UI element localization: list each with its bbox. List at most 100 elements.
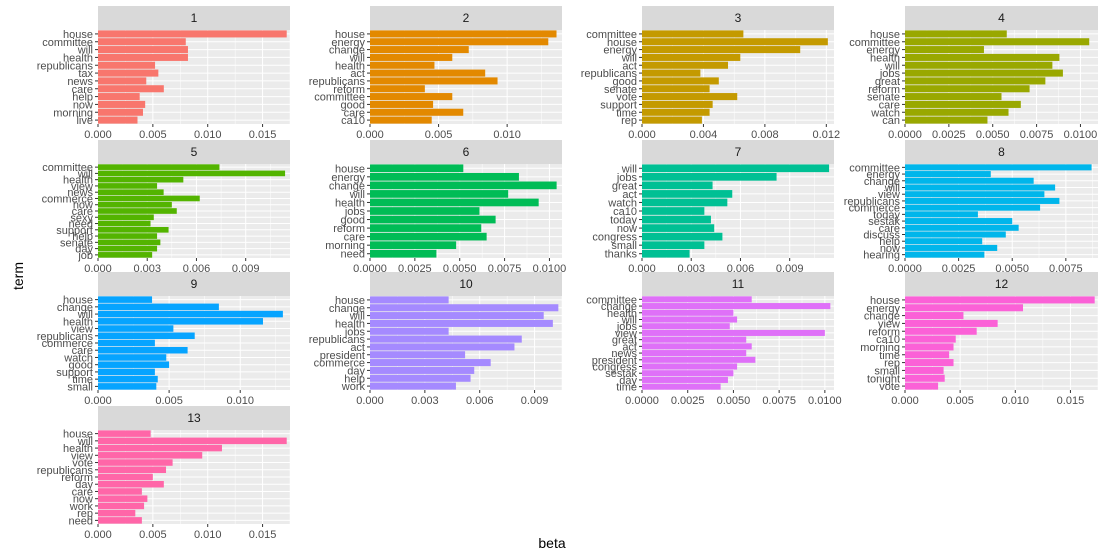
bar-will bbox=[370, 190, 509, 198]
bar-act bbox=[370, 69, 486, 77]
bar-change bbox=[98, 303, 219, 311]
bar-care bbox=[98, 346, 188, 354]
bar-sestak bbox=[905, 218, 1013, 225]
bar-good bbox=[642, 77, 719, 85]
y-tick-label: now bbox=[73, 200, 93, 212]
y-tick-label: act bbox=[622, 60, 637, 72]
y-tick-label: view bbox=[615, 328, 637, 340]
y-tick-label: care bbox=[344, 107, 365, 119]
x-tick-label: 0.000 bbox=[84, 529, 112, 541]
y-tick-label: act bbox=[622, 341, 637, 353]
facet-strip bbox=[98, 272, 290, 296]
bar-senate bbox=[98, 239, 161, 246]
bar-committee bbox=[642, 296, 752, 303]
y-tick-label: will bbox=[349, 52, 365, 64]
facet-strip bbox=[905, 272, 1098, 296]
bar-committee bbox=[905, 38, 1090, 46]
y-tick-label: news bbox=[67, 76, 93, 88]
bar-president bbox=[642, 356, 756, 363]
bar-reform bbox=[98, 473, 153, 481]
facet-strip bbox=[98, 6, 290, 30]
y-tick-label: sestak bbox=[605, 368, 637, 380]
bar-small bbox=[905, 366, 944, 374]
panel-background bbox=[370, 296, 562, 390]
bar-house bbox=[905, 296, 1095, 304]
bar-house bbox=[370, 296, 449, 304]
y-tick-label: commerce bbox=[42, 338, 93, 350]
bar-rep bbox=[642, 116, 702, 124]
x-tick-label: 0.0000 bbox=[888, 129, 922, 141]
y-tick-label: can bbox=[882, 115, 900, 127]
y-tick-label: republicans bbox=[37, 331, 94, 343]
bar-job bbox=[98, 252, 153, 258]
x-tick-label: 0.000 bbox=[356, 395, 384, 407]
facet-strip-label: 4 bbox=[998, 11, 1005, 25]
x-tick-label: 0.004 bbox=[690, 129, 718, 141]
y-tick-label: rep bbox=[621, 115, 637, 127]
facet-strip-label: 7 bbox=[735, 145, 742, 159]
x-tick-label: 0.000 bbox=[891, 395, 919, 407]
bar-will bbox=[370, 53, 453, 61]
x-tick-label: 0.010 bbox=[226, 395, 254, 407]
bar-health bbox=[98, 318, 263, 325]
y-tick-label: good bbox=[69, 360, 93, 372]
x-tick-label: 0.015 bbox=[1057, 395, 1085, 407]
y-tick-label: change bbox=[864, 311, 900, 323]
x-tick-label: 0.010 bbox=[194, 129, 222, 141]
y-tick-label: day bbox=[75, 479, 93, 491]
y-tick-label: morning bbox=[860, 342, 900, 354]
y-tick-label: rep bbox=[77, 508, 93, 520]
bar-will bbox=[642, 164, 830, 173]
facet-panel-11: 11 0.0000 0.0025 0.0050 0.0075 0.0100 committe… bbox=[586, 272, 842, 407]
facet-strip bbox=[642, 140, 834, 164]
y-tick-label: great bbox=[612, 180, 637, 192]
y-tick-label: committee bbox=[586, 29, 637, 41]
y-tick-label: care bbox=[72, 84, 93, 96]
y-tick-label: committee bbox=[849, 37, 900, 49]
x-tick-label: 0.0100 bbox=[1064, 129, 1098, 141]
y-tick-label: day bbox=[619, 375, 637, 387]
bar-will bbox=[98, 170, 286, 177]
y-tick-label: energy bbox=[866, 303, 900, 315]
bar-will bbox=[98, 46, 188, 54]
bar-will bbox=[98, 437, 287, 445]
y-tick-label: health bbox=[335, 60, 365, 72]
bar-congress bbox=[642, 232, 723, 241]
y-tick-label: reform bbox=[333, 84, 365, 96]
bar-work bbox=[98, 502, 145, 510]
bar-support bbox=[98, 226, 169, 233]
bar-great bbox=[642, 181, 713, 190]
x-tick-label: 0.0050 bbox=[717, 395, 751, 407]
y-tick-label: act bbox=[350, 342, 365, 354]
bar-energy bbox=[905, 304, 1024, 312]
x-axis-title: beta bbox=[538, 535, 566, 551]
bar-watch bbox=[905, 108, 1009, 116]
bar-will bbox=[905, 184, 1056, 191]
bar-care bbox=[370, 108, 464, 116]
y-tick-label: now bbox=[73, 494, 93, 506]
bar-sexy bbox=[98, 214, 154, 221]
y-tick-label: reform bbox=[868, 326, 900, 338]
x-tick-label: 0.0000 bbox=[625, 395, 659, 407]
facet-strip-label: 11 bbox=[732, 277, 745, 291]
bar-commerce bbox=[98, 195, 200, 202]
bar-watch bbox=[98, 354, 167, 361]
bar-watch bbox=[642, 198, 728, 207]
y-tick-label: will bbox=[77, 436, 93, 448]
y-tick-label: will bbox=[884, 60, 900, 72]
y-tick-label: tonight bbox=[867, 373, 900, 385]
y-tick-label: small bbox=[67, 381, 93, 393]
y-tick-label: time bbox=[616, 382, 637, 394]
y-tick-label: small bbox=[611, 240, 637, 252]
bar-sestak bbox=[642, 370, 734, 377]
y-tick-label: act bbox=[350, 68, 365, 80]
bar-rep bbox=[98, 509, 136, 517]
bar-act bbox=[370, 343, 515, 351]
facet-strip-label: 5 bbox=[191, 145, 198, 159]
bar-republicans bbox=[642, 69, 701, 77]
y-tick-label: tax bbox=[78, 68, 93, 80]
x-tick-label: 0.015 bbox=[249, 529, 277, 541]
y-tick-label: senate bbox=[604, 84, 637, 96]
y-tick-label: day bbox=[75, 244, 93, 256]
bar-care bbox=[98, 85, 164, 93]
